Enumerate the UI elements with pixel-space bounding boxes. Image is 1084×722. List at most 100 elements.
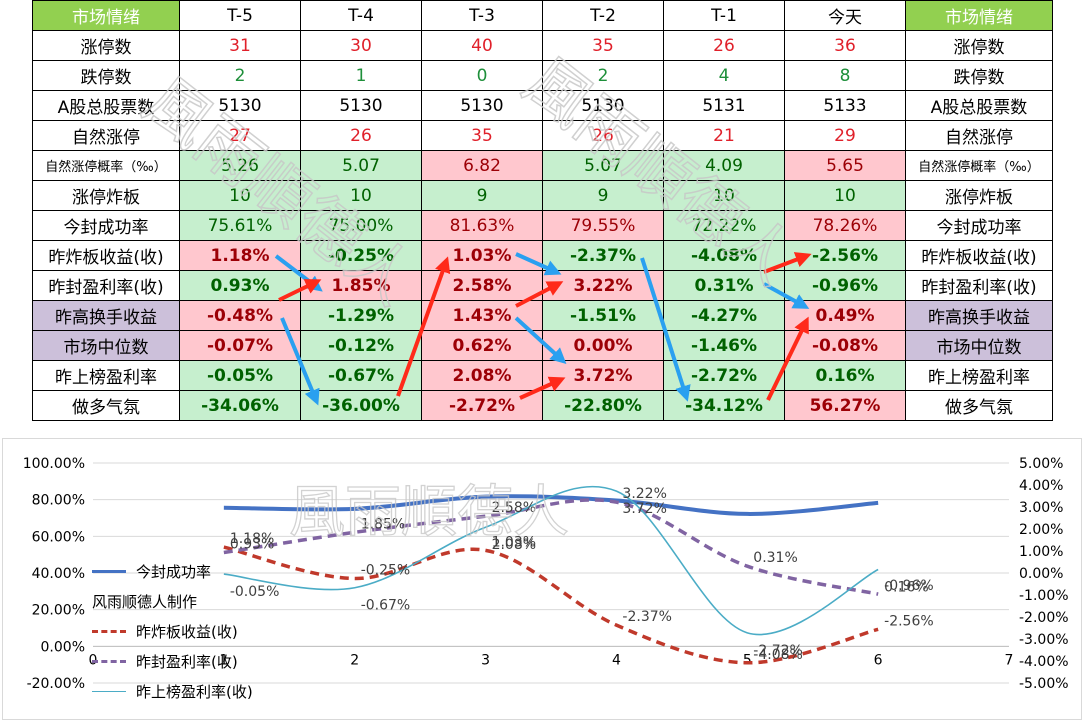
- row-label[interactable]: 昨封盈利率(收): [32, 270, 180, 301]
- cell[interactable]: 6.82: [421, 150, 543, 181]
- cell[interactable]: 5.07: [300, 150, 422, 181]
- cell[interactable]: 75.61%: [179, 210, 301, 241]
- cell[interactable]: 72.22%: [663, 210, 785, 241]
- cell[interactable]: 1.43%: [421, 300, 543, 331]
- cell[interactable]: 4.09: [663, 150, 785, 181]
- legend-item[interactable]: 昨上榜盈利率(收): [92, 676, 253, 706]
- cell[interactable]: -2.72%: [663, 360, 785, 391]
- cell[interactable]: 0.31%: [663, 270, 785, 301]
- col-header[interactable]: T-1: [663, 0, 785, 31]
- cell[interactable]: 79.55%: [542, 210, 664, 241]
- col-header[interactable]: 今天: [784, 0, 906, 31]
- cell[interactable]: -1.51%: [542, 300, 664, 331]
- cell[interactable]: 75.00%: [300, 210, 422, 241]
- cell[interactable]: 0.49%: [784, 300, 906, 331]
- cell[interactable]: 1.03%: [421, 240, 543, 271]
- cell[interactable]: -0.96%: [784, 270, 906, 301]
- row-label-right[interactable]: 自然涨停概率（‰）: [905, 150, 1053, 181]
- cell[interactable]: 9: [542, 180, 664, 211]
- row-label[interactable]: 自然涨停概率（‰）: [32, 150, 180, 181]
- row-label-right[interactable]: 今封成功率: [905, 210, 1053, 241]
- row-label-right[interactable]: 市场中位数: [905, 330, 1053, 361]
- row-label[interactable]: 昨炸板收益(收): [32, 240, 180, 271]
- row-label-right[interactable]: 涨停炸板: [905, 180, 1053, 211]
- cell[interactable]: -4.27%: [663, 300, 785, 331]
- cell[interactable]: 40: [421, 30, 543, 61]
- cell[interactable]: -0.12%: [300, 330, 422, 361]
- cell[interactable]: 1.18%: [179, 240, 301, 271]
- cell[interactable]: -0.67%: [300, 360, 422, 391]
- cell[interactable]: -0.05%: [179, 360, 301, 391]
- row-label[interactable]: 昨上榜盈利率: [32, 360, 180, 391]
- row-label-right[interactable]: 昨高换手收益: [905, 300, 1053, 331]
- cell[interactable]: -2.56%: [784, 240, 906, 271]
- col-header[interactable]: T-2: [542, 0, 664, 31]
- cell[interactable]: 3.22%: [542, 270, 664, 301]
- cell[interactable]: 2.08%: [421, 360, 543, 391]
- cell[interactable]: 5130: [300, 90, 422, 121]
- cell[interactable]: 2: [179, 60, 301, 91]
- cell[interactable]: 10: [663, 180, 785, 211]
- chart-area[interactable]: 100.00% 80.00% 60.00% 40.00% 20.00% 0.00% -20.…: [2, 438, 1082, 720]
- cell[interactable]: 10: [300, 180, 422, 211]
- cell[interactable]: 36: [784, 30, 906, 61]
- header-label[interactable]: 市场情绪: [32, 0, 180, 31]
- cell[interactable]: 78.26%: [784, 210, 906, 241]
- row-label[interactable]: 做多气氛: [32, 390, 180, 421]
- row-label[interactable]: 今封成功率: [32, 210, 180, 241]
- col-header[interactable]: T-4: [300, 0, 422, 31]
- cell[interactable]: 4: [663, 60, 785, 91]
- cell[interactable]: 5130: [542, 90, 664, 121]
- cell[interactable]: 2.58%: [421, 270, 543, 301]
- cell[interactable]: 0.62%: [421, 330, 543, 361]
- cell[interactable]: 1: [300, 60, 422, 91]
- cell[interactable]: 5131: [663, 90, 785, 121]
- cell[interactable]: -34.12%: [663, 390, 785, 421]
- cell[interactable]: 10: [179, 180, 301, 211]
- row-label[interactable]: 涨停数: [32, 30, 180, 61]
- row-label-right[interactable]: 跌停数: [905, 60, 1053, 91]
- row-label-right[interactable]: A股总股票数: [905, 90, 1053, 121]
- cell[interactable]: 5.26: [179, 150, 301, 181]
- cell[interactable]: 56.27%: [784, 390, 906, 421]
- row-label[interactable]: 市场中位数: [32, 330, 180, 361]
- cell[interactable]: 26: [663, 30, 785, 61]
- col-header[interactable]: T-5: [179, 0, 301, 31]
- cell[interactable]: 31: [179, 30, 301, 61]
- cell[interactable]: -4.08%: [663, 240, 785, 271]
- cell[interactable]: 26: [542, 120, 664, 151]
- row-label[interactable]: A股总股票数: [32, 90, 180, 121]
- cell[interactable]: 5.65: [784, 150, 906, 181]
- cell[interactable]: 29: [784, 120, 906, 151]
- cell[interactable]: -0.07%: [179, 330, 301, 361]
- cell[interactable]: 5130: [179, 90, 301, 121]
- cell[interactable]: -0.48%: [179, 300, 301, 331]
- cell[interactable]: 8: [784, 60, 906, 91]
- cell[interactable]: -1.29%: [300, 300, 422, 331]
- cell[interactable]: 26: [300, 120, 422, 151]
- cell[interactable]: 35: [421, 120, 543, 151]
- cell[interactable]: -22.80%: [542, 390, 664, 421]
- row-label-right[interactable]: 做多气氛: [905, 390, 1053, 421]
- row-label[interactable]: 昨高换手收益: [32, 300, 180, 331]
- cell[interactable]: -1.46%: [663, 330, 785, 361]
- row-label[interactable]: 跌停数: [32, 60, 180, 91]
- row-label-right[interactable]: 自然涨停: [905, 120, 1053, 151]
- cell[interactable]: -34.06%: [179, 390, 301, 421]
- cell[interactable]: 35: [542, 30, 664, 61]
- header-label-right[interactable]: 市场情绪: [905, 0, 1053, 31]
- cell[interactable]: 5.07: [542, 150, 664, 181]
- cell[interactable]: 81.63%: [421, 210, 543, 241]
- cell[interactable]: -2.72%: [421, 390, 543, 421]
- cell[interactable]: 0.16%: [784, 360, 906, 391]
- cell[interactable]: 21: [663, 120, 785, 151]
- cell[interactable]: -36.00%: [300, 390, 422, 421]
- cell[interactable]: 5133: [784, 90, 906, 121]
- legend-item[interactable]: 昨封盈利率(收): [92, 646, 253, 676]
- legend-item[interactable]: 昨炸板收益(收): [92, 616, 253, 646]
- cell[interactable]: 9: [421, 180, 543, 211]
- cell[interactable]: 0.93%: [179, 270, 301, 301]
- cell[interactable]: 10: [784, 180, 906, 211]
- legend-item[interactable]: 今封成功率: [92, 556, 253, 586]
- cell[interactable]: 3.72%: [542, 360, 664, 391]
